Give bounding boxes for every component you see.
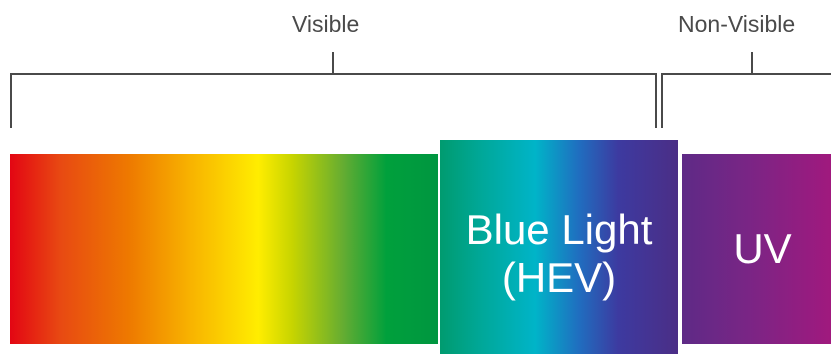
blue-light-label: Blue Light	[465, 206, 653, 253]
nonvisible-bracket-label: Non-Visible	[678, 11, 796, 37]
uv-label: UV	[733, 225, 792, 272]
blue-light-band: Blue Light (HEV)	[438, 138, 680, 356]
nonvisible-bracket	[661, 73, 831, 128]
visible-bracket-label: Visible	[292, 11, 360, 37]
uv-band: UV	[682, 154, 831, 344]
visible-bracket	[10, 73, 657, 128]
visible-spectrum-band	[10, 154, 438, 344]
hev-label: (HEV)	[501, 254, 617, 301]
bracket-lines	[10, 52, 831, 128]
